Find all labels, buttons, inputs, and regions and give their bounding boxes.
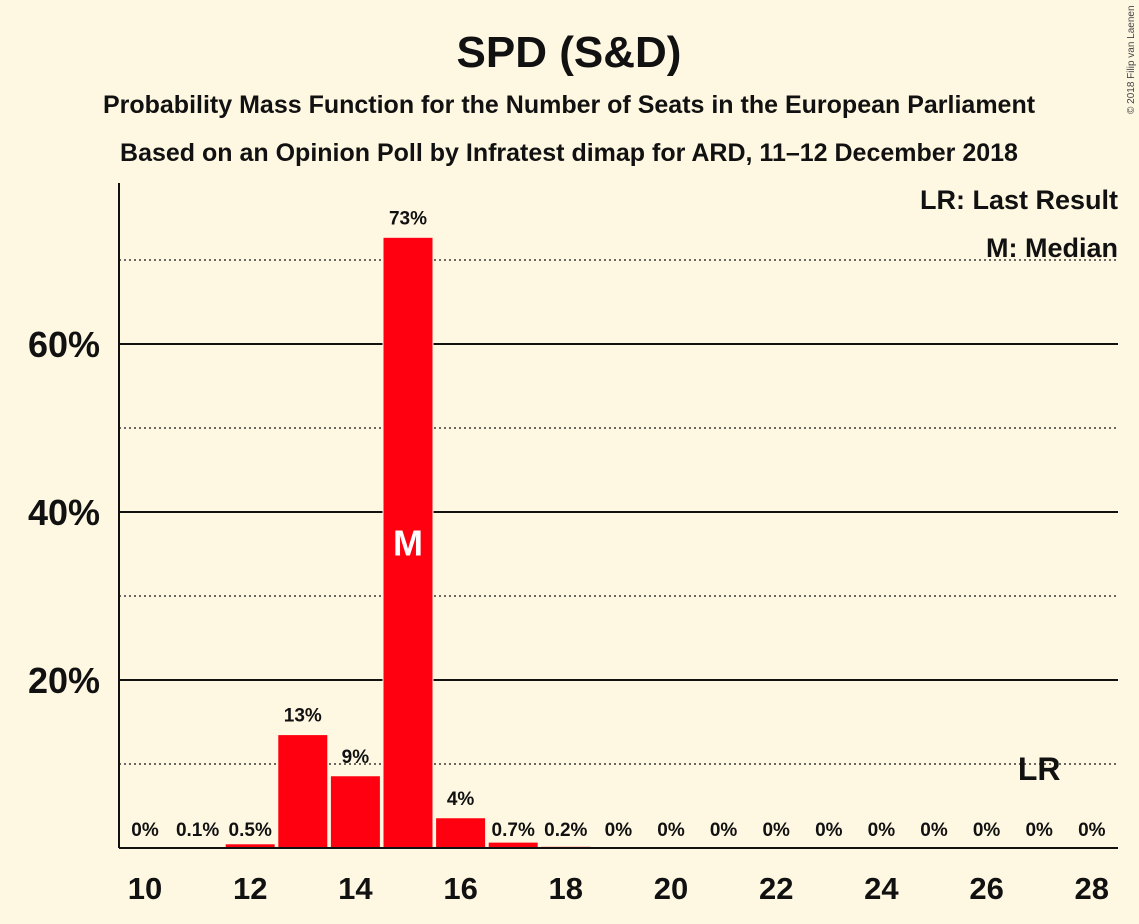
x-tick-label: 16 bbox=[443, 871, 477, 906]
x-tick-label: 12 bbox=[233, 871, 267, 906]
y-tick-label: 60% bbox=[28, 324, 100, 365]
x-tick-label: 18 bbox=[549, 871, 583, 906]
data-label: 0% bbox=[657, 820, 685, 841]
chart-source-line: Based on an Opinion Poll by Infratest di… bbox=[120, 139, 1018, 167]
copyright-note: © 2018 Filip van Laenen bbox=[1126, 5, 1137, 114]
data-label: 13% bbox=[284, 706, 322, 727]
median-marker: M bbox=[393, 523, 423, 564]
axes: 20% 40% 60% 10 12 14 16 18 20 22 24 26 28 bbox=[28, 183, 1118, 906]
x-tick-label: 20 bbox=[654, 871, 688, 906]
data-label: 0.5% bbox=[229, 820, 272, 841]
chart-title: SPD (S&D) bbox=[457, 28, 682, 77]
x-tick-label: 28 bbox=[1075, 871, 1109, 906]
bar bbox=[329, 775, 381, 849]
data-label: 0% bbox=[868, 820, 896, 841]
data-label: 0.2% bbox=[544, 820, 587, 841]
bar bbox=[277, 734, 329, 849]
y-tick-label: 20% bbox=[28, 660, 100, 701]
bars bbox=[172, 236, 592, 849]
data-labels: 0% 0.1% 0.5% 13% 9% 73% 4% 0.7% 0.2% 0% 0% 0% 0% 0% 0%… bbox=[131, 208, 1105, 841]
x-tick-label: 24 bbox=[864, 871, 899, 906]
legend: LR: Last Result M: Median bbox=[920, 185, 1118, 263]
data-label: 9% bbox=[342, 747, 370, 768]
chart-subtitle: Probability Mass Function for the Number… bbox=[103, 91, 1036, 119]
x-tick-label: 22 bbox=[759, 871, 793, 906]
y-tick-label: 40% bbox=[28, 492, 100, 533]
data-label: 0% bbox=[131, 820, 159, 841]
data-label: 0.7% bbox=[492, 820, 535, 841]
data-label: 0.1% bbox=[176, 820, 219, 841]
bar bbox=[382, 236, 434, 849]
data-label: 0% bbox=[973, 820, 1001, 841]
data-label: 73% bbox=[389, 208, 427, 229]
data-label: 0% bbox=[605, 820, 633, 841]
data-label: 0% bbox=[920, 820, 948, 841]
x-tick-label: 14 bbox=[338, 871, 373, 906]
data-label: 0% bbox=[815, 820, 843, 841]
gridlines bbox=[119, 259, 1118, 765]
legend-last-result: LR: Last Result bbox=[920, 185, 1118, 215]
x-tick-label: 10 bbox=[128, 871, 162, 906]
legend-median: M: Median bbox=[986, 233, 1118, 263]
data-label: 4% bbox=[447, 789, 475, 810]
bar bbox=[435, 817, 487, 849]
data-label: 0% bbox=[762, 820, 790, 841]
x-tick-label: 26 bbox=[969, 871, 1003, 906]
last-result-marker: LR bbox=[1018, 751, 1061, 787]
data-label: 0% bbox=[1025, 820, 1053, 841]
data-label: 0% bbox=[1078, 820, 1106, 841]
markers: M LR bbox=[393, 523, 1061, 787]
data-label: 0% bbox=[710, 820, 738, 841]
